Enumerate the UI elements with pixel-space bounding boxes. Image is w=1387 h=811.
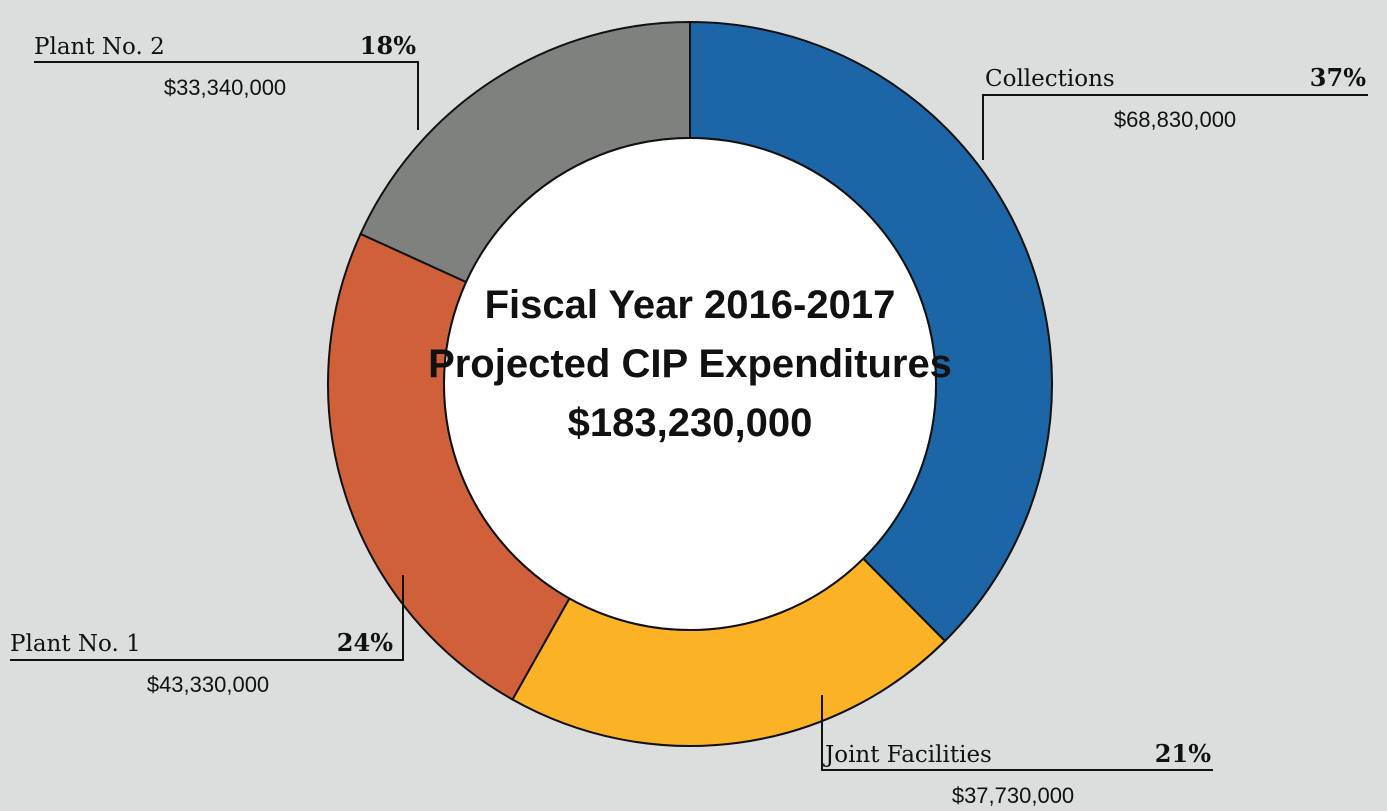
- slice-amount-plant-no-2: $33,340,000: [164, 75, 286, 100]
- slice-label-joint-facilities: Joint Facilities: [823, 742, 992, 768]
- slice-amount-collections: $68,830,000: [1114, 107, 1236, 132]
- slice-percent-plant-no-2: 18%: [360, 31, 416, 60]
- donut-hole: [443, 137, 937, 631]
- slice-percent-joint-facilities: 21%: [1155, 739, 1211, 768]
- leader-line-plant-no-2: [34, 61, 419, 130]
- slice-label-plant-no-1: Plant No. 1: [10, 631, 141, 657]
- chart-title-line-2: Projected CIP Expenditures: [428, 342, 952, 386]
- chart-title-line-3: $183,230,000: [568, 401, 813, 445]
- slice-amount-plant-no-1: $43,330,000: [147, 672, 269, 697]
- slice-percent-plant-no-1: 24%: [337, 628, 393, 657]
- slice-label-collections: Collections: [985, 66, 1115, 92]
- slice-label-plant-no-2: Plant No. 2: [34, 34, 165, 60]
- leader-line-plant-no-1: [10, 575, 404, 661]
- leader-line-collections: [982, 94, 1368, 160]
- slice-percent-collections: 37%: [1310, 63, 1366, 92]
- slice-amount-joint-facilities: $37,730,000: [952, 783, 1074, 808]
- donut-slices: [327, 20, 1053, 747]
- chart-title-line-1: Fiscal Year 2016-2017: [485, 283, 896, 327]
- leader-line-joint-facilities: [821, 695, 1213, 771]
